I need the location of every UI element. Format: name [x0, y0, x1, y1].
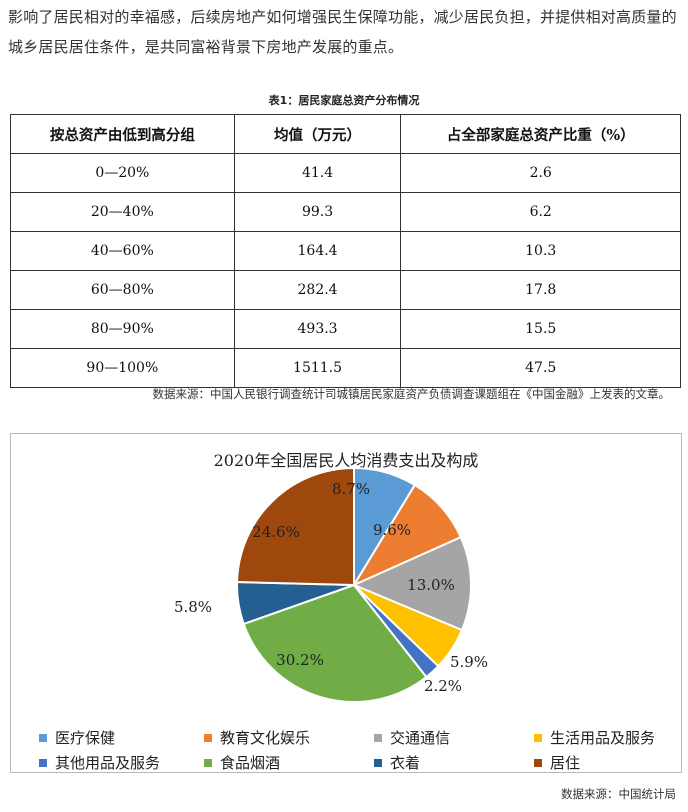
cell-share: 47.5 [400, 348, 681, 388]
cell-mean: 99.3 [233, 192, 402, 232]
cell-group: 40—60% [10, 231, 235, 271]
header-mean: 均值（万元） [233, 114, 402, 154]
legend-item-food: 食品烟酒 [204, 752, 374, 773]
legend-item-other: 其他用品及服务 [39, 752, 204, 773]
table-row: 20—40% 99.3 6.2 [10, 192, 681, 232]
legend-label: 医疗保健 [55, 729, 116, 747]
header-group: 按总资产由低到高分组 [10, 114, 235, 154]
data-label-medical: 8.7% [332, 480, 370, 498]
legend-item-education: 教育文化娱乐 [204, 727, 374, 748]
pie-chart-container: 2020年全国居民人均消费支出及构成 8.7% 9.6% 13.0% 5.9% 2.2%… [10, 433, 682, 773]
legend-swatch [39, 733, 47, 742]
legend-item-transport: 交通通信 [374, 727, 534, 748]
legend-label: 生活用品及服务 [550, 729, 656, 747]
cell-share: 2.6 [400, 153, 681, 193]
cell-mean: 282.4 [233, 270, 402, 310]
legend-item-household: 生活用品及服务 [534, 727, 655, 748]
legend-swatch [204, 733, 212, 742]
cell-group: 80—90% [10, 309, 235, 349]
cell-mean: 1511.5 [233, 348, 402, 388]
legend-label: 其他用品及服务 [55, 754, 161, 772]
chart-title: 2020年全国居民人均消费支出及构成 [213, 451, 479, 470]
article-paragraph: 影响了居民相对的幸福感，后续房地产如何增强民生保障功能，减少居民负担，并提供相对… [8, 8, 677, 56]
legend-swatch [374, 733, 382, 742]
legend-item-housing: 居住 [534, 752, 580, 773]
table-header-row: 按总资产由低到高分组 均值（万元） 占全部家庭总资产比重（%） [10, 114, 681, 154]
legend-label: 教育文化娱乐 [220, 729, 311, 747]
legend-label: 食品烟酒 [220, 754, 281, 772]
data-label-clothing: 5.8% [174, 598, 212, 616]
data-label-household: 5.9% [450, 653, 488, 671]
table-row: 40—60% 164.4 10.3 [10, 231, 681, 271]
pie-chart: 8.7% 9.6% 13.0% 5.9% 2.2% 30.2% 5.8% 24.6% [174, 466, 488, 703]
legend-label: 居住 [550, 754, 581, 772]
legend-item-clothing: 衣着 [374, 752, 534, 773]
table-caption: 表1：居民家庭总资产分布情况 [268, 94, 420, 107]
cell-group: 90—100% [10, 348, 235, 388]
legend-swatch [534, 733, 542, 742]
data-label-transport: 13.0% [407, 576, 455, 594]
table-row: 80—90% 493.3 15.5 [10, 309, 681, 349]
cell-group: 0—20% [10, 153, 235, 193]
cell-mean: 41.4 [233, 153, 402, 193]
data-label-housing: 24.6% [252, 523, 300, 541]
pie-slice-housing [236, 466, 355, 587]
cell-group: 20—40% [10, 192, 235, 232]
pie-slice-transport [351, 535, 472, 632]
data-label-education: 9.6% [373, 521, 411, 539]
cell-share: 6.2 [400, 192, 681, 232]
table-row: 90—100% 1511.5 47.5 [10, 348, 681, 388]
data-label-other: 2.2% [424, 677, 462, 695]
cell-mean: 493.3 [233, 309, 402, 349]
table-source-note: 数据来源：中国人民银行调查统计司城镇居民家庭资产负债调查课题组在《中国金融》上发… [152, 387, 671, 401]
legend-swatch [374, 758, 382, 767]
asset-distribution-table: 按总资产由低到高分组 均值（万元） 占全部家庭总资产比重（%） 0—20% 41… [10, 114, 681, 388]
legend-swatch [204, 758, 212, 767]
pie-slice-food [242, 583, 428, 703]
cell-mean: 164.4 [233, 231, 402, 271]
chart-legend: 医疗保健 教育文化娱乐 交通通信 生活用品及服务 其他用品及服务 食品 [39, 725, 679, 775]
table-row: 60—80% 282.4 17.8 [10, 270, 681, 310]
cell-share: 15.5 [400, 309, 681, 349]
legend-item-medical: 医疗保健 [39, 727, 204, 748]
chart-source-note: 数据来源：中国统计局 [561, 787, 676, 801]
cell-group: 60—80% [10, 270, 235, 310]
cell-share: 10.3 [400, 231, 681, 271]
legend-label: 衣着 [390, 754, 421, 772]
data-label-food: 30.2% [276, 651, 324, 669]
legend-label: 交通通信 [390, 729, 451, 747]
cell-share: 17.8 [400, 270, 681, 310]
legend-swatch [39, 758, 47, 767]
legend-swatch [534, 758, 542, 767]
header-share: 占全部家庭总资产比重（%） [400, 114, 681, 154]
table-row: 0—20% 41.4 2.6 [10, 153, 681, 193]
